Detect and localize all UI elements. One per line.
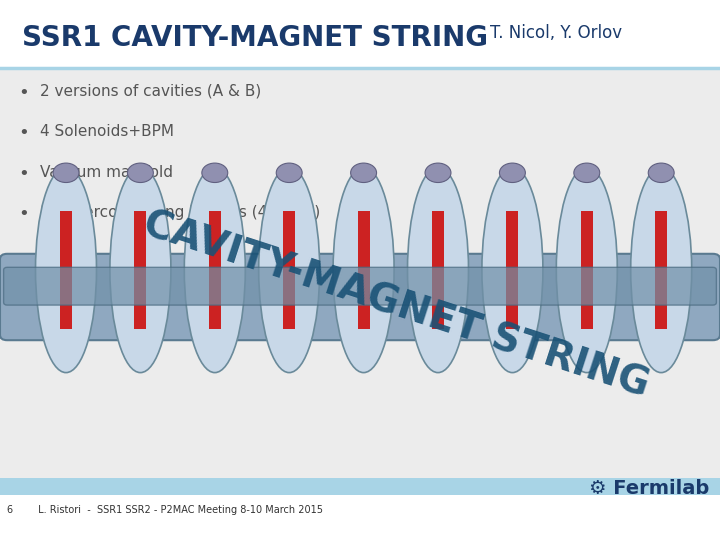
Circle shape	[425, 163, 451, 183]
Bar	[0, 478, 720, 495]
Ellipse shape	[333, 167, 394, 373]
Bar	[60, 211, 72, 329]
FancyBboxPatch shape	[4, 267, 716, 305]
Text: 4 Solenoids+BPM: 4 Solenoids+BPM	[40, 124, 174, 139]
Circle shape	[127, 163, 153, 183]
Circle shape	[648, 163, 674, 183]
Bar	[581, 211, 593, 329]
Bar	[0, 70, 720, 478]
Ellipse shape	[184, 167, 246, 373]
Bar	[135, 211, 146, 329]
Bar	[209, 211, 221, 329]
Text: CAVITY-MAGNET STRING: CAVITY-MAGNET STRING	[138, 205, 654, 405]
Circle shape	[500, 163, 526, 183]
Bar	[358, 211, 369, 329]
Ellipse shape	[35, 167, 96, 373]
Circle shape	[276, 163, 302, 183]
Text: •: •	[18, 205, 29, 223]
Text: Vacuum manifold: Vacuum manifold	[40, 165, 173, 180]
Ellipse shape	[258, 167, 320, 373]
Circle shape	[202, 163, 228, 183]
Ellipse shape	[482, 167, 543, 373]
Text: T. Nicol, Y. Orlov: T. Nicol, Y. Orlov	[490, 24, 622, 42]
Ellipse shape	[557, 167, 617, 373]
Bar	[655, 211, 667, 329]
Text: 6        L. Ristori  -  SSR1 SSR2 - P2MAC Meeting 8-10 March 2015: 6 L. Ristori - SSR1 SSR2 - P2MAC Meeting…	[7, 505, 323, 515]
Text: ⚙ Fermilab: ⚙ Fermilab	[589, 478, 709, 498]
Circle shape	[351, 163, 377, 183]
Ellipse shape	[110, 167, 171, 373]
Circle shape	[574, 163, 600, 183]
Text: 2 versions of cavities (A & B): 2 versions of cavities (A & B)	[40, 84, 261, 99]
FancyBboxPatch shape	[0, 254, 720, 340]
Ellipse shape	[408, 167, 469, 373]
Text: •: •	[18, 124, 29, 142]
Ellipse shape	[631, 167, 692, 373]
Text: 13 interconnecting bellows (4 types): 13 interconnecting bellows (4 types)	[40, 205, 320, 220]
Bar	[283, 211, 295, 329]
Text: •: •	[18, 84, 29, 102]
Text: SSR1 CAVITY-MAGNET STRING: SSR1 CAVITY-MAGNET STRING	[22, 24, 487, 52]
Bar	[506, 211, 518, 329]
Text: •: •	[18, 165, 29, 183]
Circle shape	[53, 163, 79, 183]
Bar	[432, 211, 444, 329]
